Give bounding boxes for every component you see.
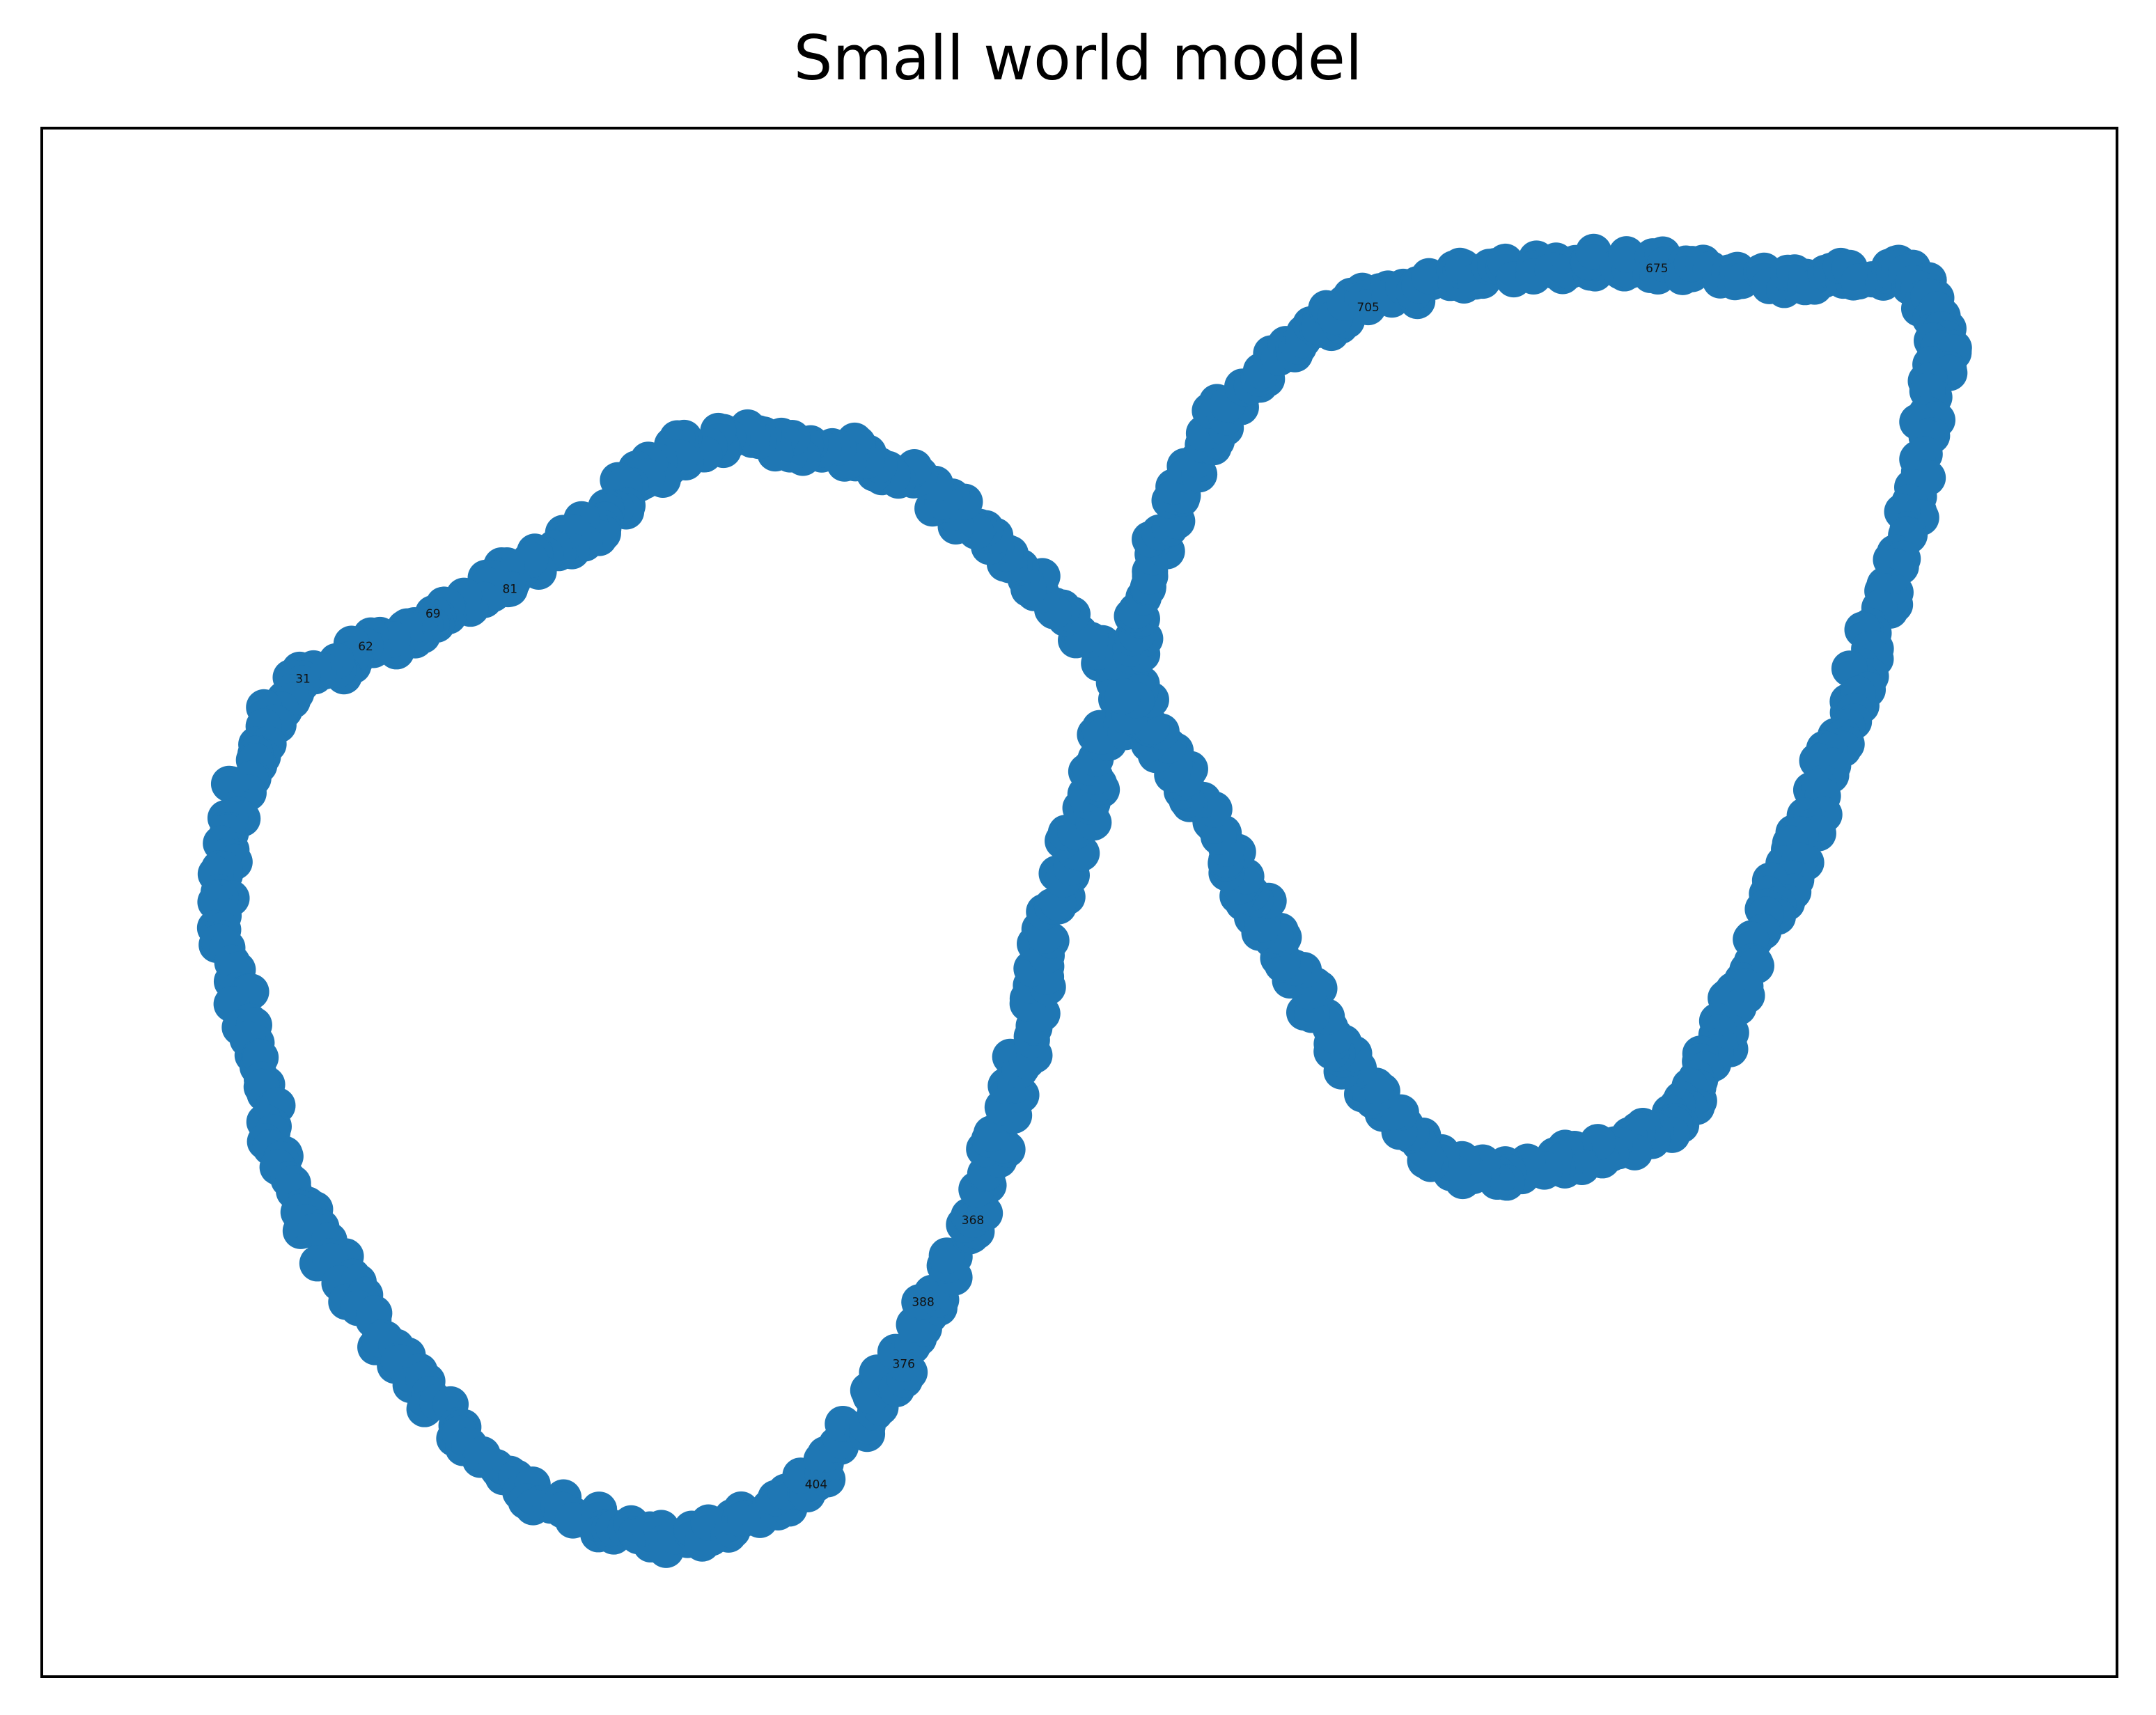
graph-node xyxy=(1608,236,1645,273)
graph-node-label: 368 xyxy=(962,1214,984,1228)
chart-title: Small world model xyxy=(793,22,1363,94)
graph-node-label: 705 xyxy=(1357,301,1379,315)
plot-frame xyxy=(40,127,2118,1678)
graph-node-label: 404 xyxy=(805,1478,827,1491)
graph-node xyxy=(1104,678,1141,714)
graph-node-labels: 705 404 675 368 388 376 69 31 62 81 xyxy=(295,262,1668,1491)
graph-node-label: 376 xyxy=(892,1358,914,1372)
graph-node-label: 62 xyxy=(358,640,373,654)
graph-nodes xyxy=(196,233,1972,1568)
graph-node-label: 675 xyxy=(1646,262,1668,276)
graph-node-label: 69 xyxy=(425,607,441,621)
graph-node-label: 31 xyxy=(295,673,311,687)
graph-node-label: 81 xyxy=(502,582,517,596)
graph-node-label: 388 xyxy=(912,1295,934,1309)
